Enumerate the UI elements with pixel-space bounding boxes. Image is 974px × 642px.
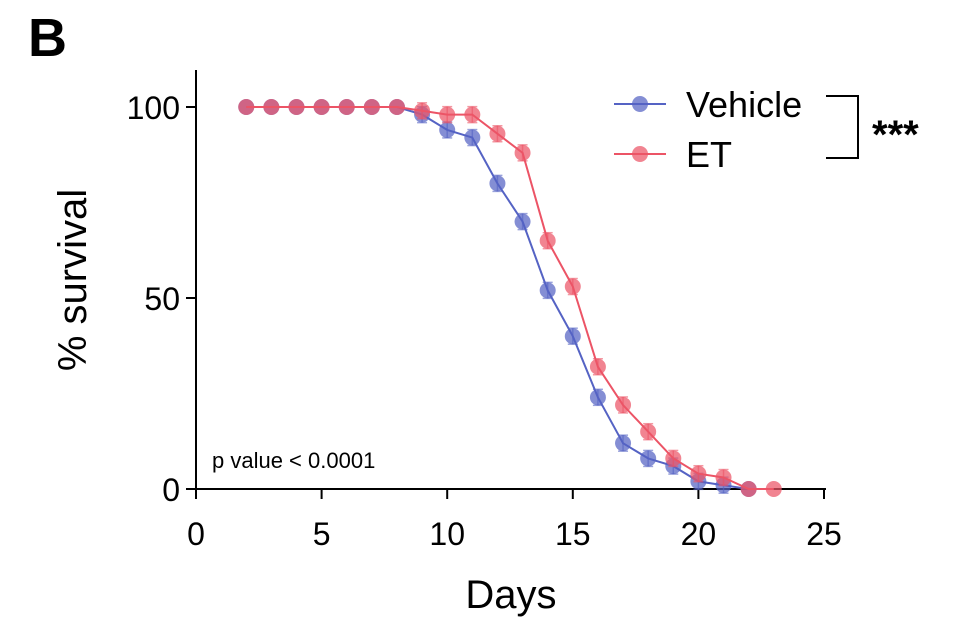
data-point-vehicle: [439, 121, 456, 138]
data-point-et: [589, 358, 606, 375]
data-point-vehicle: [589, 389, 606, 406]
data-point-et: [715, 469, 732, 486]
ticks: 0 5 10 15 20 25 0 50 100: [127, 90, 842, 552]
significance-bracket: [826, 95, 859, 159]
data-point-vehicle: [615, 435, 632, 452]
legend: Vehicle ET: [614, 84, 802, 175]
data-point-et: [313, 99, 330, 115]
data-point-et: [539, 232, 556, 249]
data-point-et: [439, 106, 456, 123]
data-point-vehicle: [564, 328, 581, 345]
panel-label: B: [28, 8, 67, 68]
data-point-et: [765, 481, 782, 497]
y-axis-title: % survival: [51, 189, 95, 371]
data-point-et: [514, 144, 531, 161]
series-line-et: [246, 106, 774, 490]
legend-marker-et: [632, 146, 648, 162]
data-point-et: [238, 99, 255, 115]
series-et: [238, 99, 782, 497]
data-point-et: [263, 99, 280, 115]
p-value-annotation: p value < 0.0001: [212, 448, 375, 473]
series-vehicle: [238, 99, 757, 497]
x-axis-title: Days: [465, 573, 556, 617]
x-tick-label: 10: [429, 516, 465, 552]
data-point-et: [665, 450, 682, 467]
data-point-vehicle: [514, 213, 531, 230]
data-point-et: [338, 99, 355, 115]
x-tick-label: 5: [313, 516, 331, 552]
legend-label-et: ET: [686, 134, 732, 175]
data-point-et: [464, 106, 481, 123]
data-point-et: [388, 99, 405, 115]
data-point-vehicle: [464, 129, 481, 146]
data-point-et: [288, 99, 305, 115]
data-point-vehicle: [489, 175, 506, 192]
data-point-vehicle: [539, 282, 556, 299]
data-point-vehicle: [640, 450, 657, 467]
legend-marker-vehicle: [632, 96, 648, 112]
data-point-et: [640, 423, 657, 440]
x-tick-label: 25: [806, 516, 842, 552]
y-tick-label: 100: [127, 90, 180, 126]
axes: [195, 70, 826, 490]
data-point-et: [489, 125, 506, 142]
data-point-et: [740, 481, 757, 497]
data-point-et: [564, 278, 581, 295]
x-tick-label: 15: [555, 516, 591, 552]
data-point-et: [615, 396, 632, 413]
significance-stars: ***: [872, 113, 919, 157]
series-line-vehicle: [246, 106, 749, 490]
y-tick-label: 0: [162, 472, 180, 508]
data-point-et: [363, 99, 380, 115]
x-tick-label: 20: [681, 516, 717, 552]
data-point-et: [690, 465, 707, 482]
y-tick-label: 50: [144, 281, 180, 317]
legend-label-vehicle: Vehicle: [686, 84, 802, 125]
series-layer: [238, 99, 782, 497]
data-point-et: [414, 102, 431, 119]
x-tick-label: 0: [187, 516, 205, 552]
